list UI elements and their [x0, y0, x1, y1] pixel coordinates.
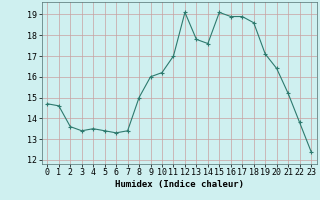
X-axis label: Humidex (Indice chaleur): Humidex (Indice chaleur) — [115, 180, 244, 189]
